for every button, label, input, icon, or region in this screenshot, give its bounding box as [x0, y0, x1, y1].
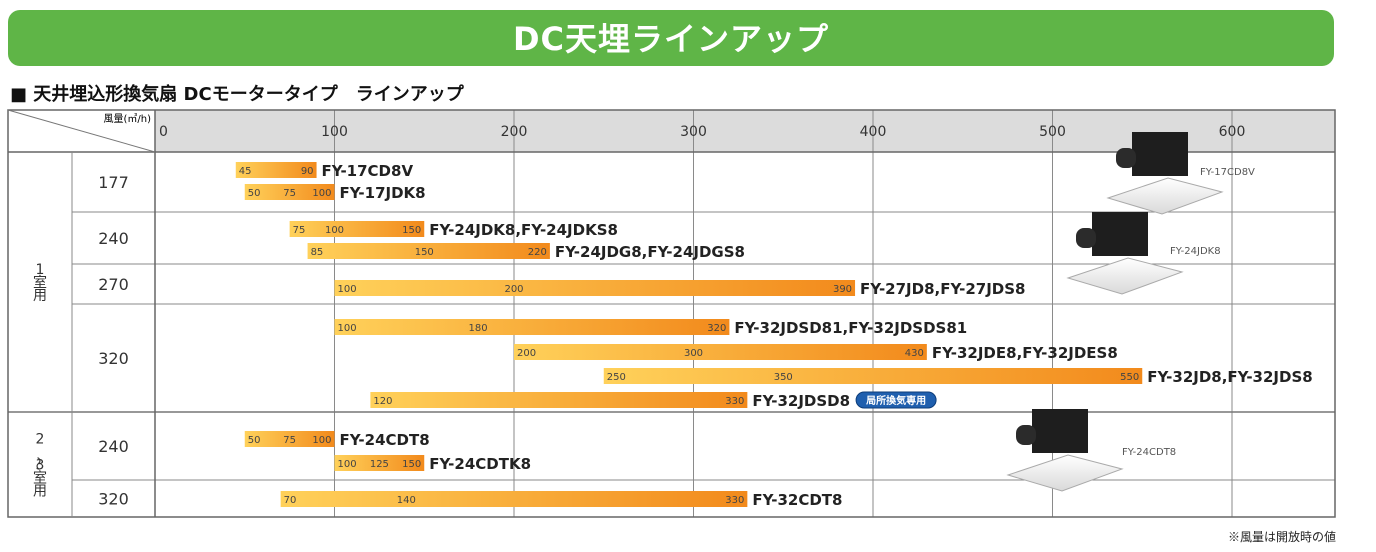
product-caption: FY-24JDK8 — [1170, 246, 1221, 257]
airflow-bar — [603, 368, 1143, 384]
bar-value-label: 100 — [312, 435, 331, 446]
model-label: FY-24CDTK8 — [429, 455, 531, 473]
row-size-label: 240 — [98, 229, 129, 248]
bar-value-label: 330 — [725, 495, 744, 506]
fan-grille — [1006, 454, 1124, 492]
airflow-bar — [334, 455, 425, 471]
bar-value-label: 120 — [373, 396, 392, 407]
x-tick-label: 0 — [159, 124, 168, 140]
group-label: 2 〜3 室用 — [29, 432, 47, 500]
bar-value-label: 300 — [684, 348, 703, 359]
group-label: 1 室用 — [33, 262, 47, 304]
badge — [855, 391, 937, 409]
bar-value-label: 350 — [774, 372, 793, 383]
fan-grille — [1066, 257, 1184, 295]
bar-value-label: 200 — [504, 284, 523, 295]
bar-value-label: 100 — [338, 323, 357, 334]
row-size-label: 177 — [98, 173, 129, 192]
model-label: FY-24CDT8 — [340, 431, 430, 449]
fan-duct — [1016, 425, 1036, 445]
fan-duct — [1116, 148, 1136, 168]
bar-value-label: 100 — [312, 188, 331, 199]
bar-value-label: 390 — [833, 284, 852, 295]
bar-value-label: 100 — [338, 459, 357, 470]
airflow-bar — [334, 319, 730, 335]
model-label: FY-32JDE8,FY-32JDES8 — [932, 344, 1118, 362]
x-tick-label: 600 — [1219, 124, 1246, 140]
bar-value-label: 90 — [301, 166, 314, 177]
bar-value-label: 45 — [239, 166, 252, 177]
bar-value-label: 85 — [311, 247, 324, 258]
airflow-bar — [514, 344, 927, 360]
airflow-bar — [244, 431, 335, 447]
header-diagonal — [7, 109, 156, 153]
bar-value-label: 180 — [469, 323, 488, 334]
bar-value-label: 140 — [397, 495, 416, 506]
model-label: FY-24JDG8,FY-24JDGS8 — [555, 243, 745, 261]
bar-value-label: 150 — [402, 225, 421, 236]
x-tick-label: 400 — [860, 124, 887, 140]
x-axis-label: 風量(㎥/h) — [103, 112, 151, 125]
model-label: FY-32JD8,FY-32JDS8 — [1147, 368, 1312, 386]
bar-value-label: 75 — [293, 225, 306, 236]
x-tick-label: 300 — [680, 124, 707, 140]
bar-value-label: 70 — [284, 495, 297, 506]
chart-frame — [7, 109, 1336, 518]
fan-duct — [1076, 228, 1096, 248]
bar-value-label: 550 — [1120, 372, 1139, 383]
section-subtitle: ■ 天井埋込形換気扇 DCモータータイプ ラインアップ — [10, 84, 464, 105]
bar-value-label: 220 — [528, 247, 547, 258]
x-tick-label: 500 — [1039, 124, 1066, 140]
fan-body — [1032, 409, 1088, 453]
airflow-bar — [289, 221, 425, 237]
bar-value-label: 150 — [415, 247, 434, 258]
bar-value-label: 75 — [283, 188, 296, 199]
fan-grille — [1106, 177, 1224, 215]
model-label: FY-24JDK8,FY-24JDKS8 — [429, 221, 618, 239]
model-label: FY-32JDSD81,FY-32JDSDS81 — [734, 319, 967, 337]
model-label: FY-17JDK8 — [340, 184, 426, 202]
x-tick-label: 100 — [321, 124, 348, 140]
airflow-bar — [334, 280, 856, 296]
bar-value-label: 100 — [325, 225, 344, 236]
model-label: FY-32JDSD8 — [752, 392, 850, 410]
row-size-label: 320 — [98, 490, 129, 509]
fan-body — [1092, 212, 1148, 256]
airflow-bar — [235, 162, 317, 178]
bar-value-label: 150 — [402, 459, 421, 470]
title-banner: DC天埋ラインアップ — [8, 10, 1334, 66]
airflow-bar — [370, 392, 748, 408]
badge-label: 局所換気専用 — [865, 394, 926, 407]
bar-value-label: 330 — [725, 396, 744, 407]
banner-title: DC天埋ラインアップ — [512, 20, 830, 58]
footnote: ※風量は開放時の値 — [1227, 530, 1336, 544]
row-size-label: 240 — [98, 437, 129, 456]
fan-body — [1132, 132, 1188, 176]
airflow-bar — [307, 243, 550, 259]
bar-value-label: 75 — [283, 435, 296, 446]
bar-value-label: 100 — [338, 284, 357, 295]
model-label: FY-32CDT8 — [752, 491, 842, 509]
x-tick-label: 200 — [501, 124, 528, 140]
bar-value-label: 50 — [248, 188, 261, 199]
bar-value-label: 320 — [707, 323, 726, 334]
bar-value-label: 50 — [248, 435, 261, 446]
bar-value-label: 430 — [905, 348, 924, 359]
model-label: FY-17CD8V — [322, 162, 414, 180]
row-size-label: 270 — [98, 275, 129, 294]
airflow-bar — [280, 491, 748, 507]
product-caption: FY-17CD8V — [1200, 167, 1255, 178]
row-size-label: 320 — [98, 349, 129, 368]
model-label: FY-27JD8,FY-27JDS8 — [860, 280, 1025, 298]
product-caption: FY-24CDT8 — [1122, 447, 1176, 458]
bar-value-label: 250 — [607, 372, 626, 383]
airflow-bar — [244, 184, 335, 200]
bar-value-label: 200 — [517, 348, 536, 359]
bar-value-label: 125 — [370, 459, 389, 470]
